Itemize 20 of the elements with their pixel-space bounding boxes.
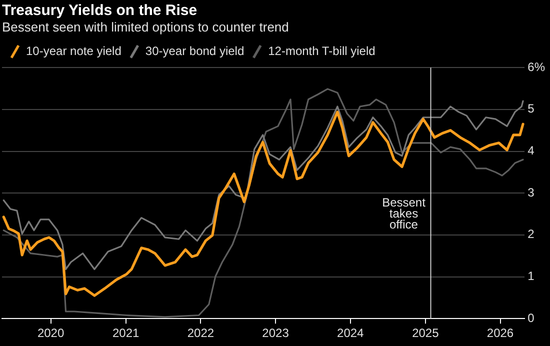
chart-title: Treasury Yields on the Rise	[2, 2, 198, 20]
x-tick-label: 2026	[486, 326, 514, 340]
x-tick-label: 2021	[112, 326, 140, 340]
legend-label: 12-month T-bill yield	[268, 44, 376, 58]
ref-line-label: Bessent takes office	[382, 196, 426, 232]
chart-subtitle: Bessent seen with limited options to counter trend	[2, 19, 289, 34]
x-tick-label: 2023	[262, 326, 290, 340]
y-tick-label: 3	[528, 185, 535, 200]
x-tick-label: 2022	[187, 326, 214, 340]
y-tick-label: 2	[528, 227, 535, 242]
x-tick-label: 2020	[37, 326, 64, 340]
x-tick-label: 2024	[337, 326, 364, 340]
legend-label: 30-year bond yield	[145, 44, 244, 58]
y-tick-label: 4	[528, 144, 535, 158]
x-tick-label: 2025	[412, 326, 440, 340]
legend-label: 10-year note yield	[26, 44, 122, 58]
y-tick-label: 6%	[528, 60, 546, 74]
y-tick-label: 5	[528, 102, 535, 116]
y-tick-label: 0	[528, 310, 535, 325]
y-tick-label: 1	[528, 269, 535, 284]
